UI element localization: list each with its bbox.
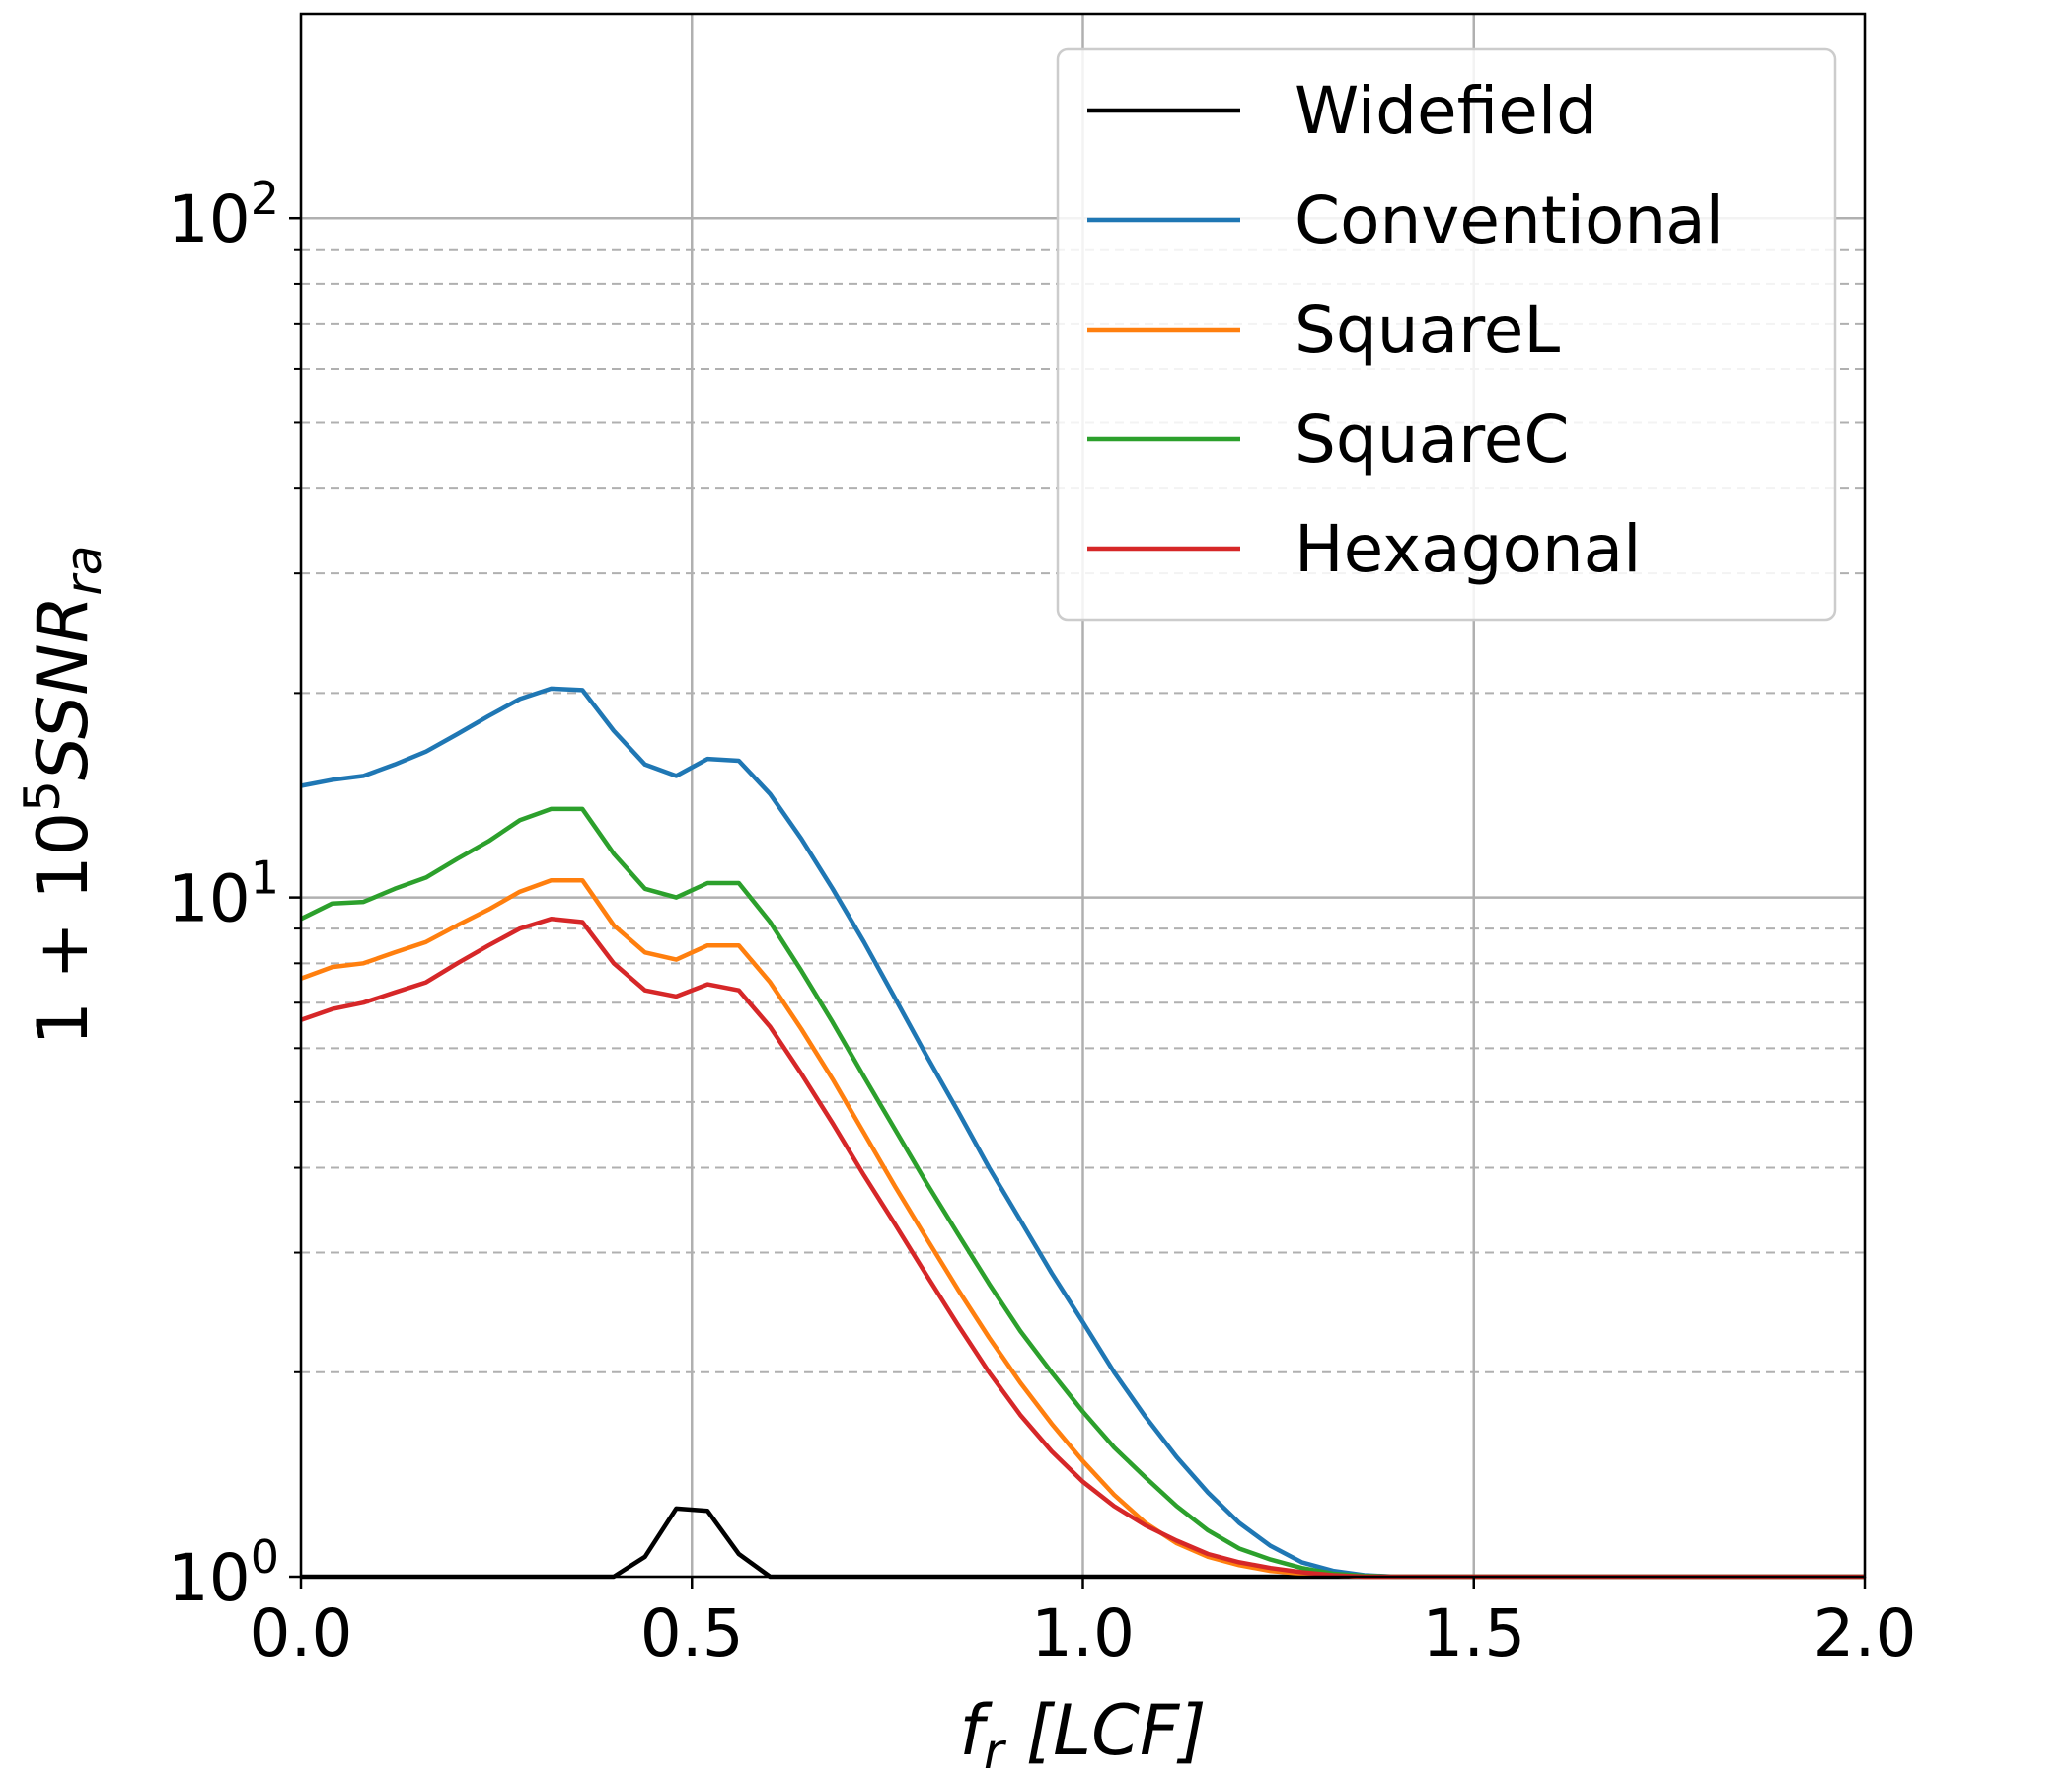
legend-label: SquareC [1295,402,1569,478]
legend-label: SquareL [1295,292,1560,368]
x-tick-label: 1.0 [1031,1595,1135,1671]
y-tick-label: 100 [168,1530,279,1616]
x-tick-label: 1.5 [1422,1595,1525,1671]
legend-label: Hexagonal [1295,511,1641,587]
legend: Widefield Conventional SquareL SquareC Hexag… [1056,47,1837,622]
legend-box [1056,47,1837,622]
x-tick-label: 2.0 [1813,1595,1917,1671]
x-tick-label: 0.5 [640,1595,744,1671]
legend-label: Widefield [1295,73,1597,149]
ticks: 0.0 0.5 1.0 1.5 2.0 100 101 102 [168,172,1917,1671]
y-axis-label: 1 + 105SSNRra [14,545,112,1045]
x-axis-label: fr [LCF] [959,1690,1206,1776]
x-tick-label: 0.0 [250,1595,353,1671]
axis-labels: fr [LCF] 1 + 105SSNRra [14,545,1207,1776]
legend-label: Conventional [1295,183,1724,259]
y-tick-label: 102 [168,172,279,258]
y-tick-label: 101 [168,851,279,937]
